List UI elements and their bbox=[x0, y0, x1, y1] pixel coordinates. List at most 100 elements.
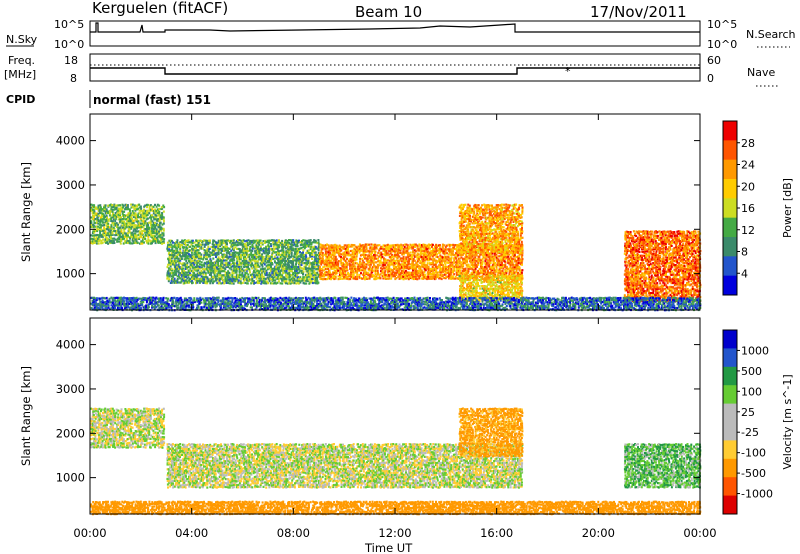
heatmap-cell bbox=[277, 260, 280, 263]
heatmap-cell bbox=[107, 223, 110, 226]
heatmap-cell bbox=[479, 269, 482, 273]
heatmap-cell bbox=[175, 266, 178, 269]
heatmap-cell bbox=[283, 253, 286, 256]
heatmap-cell bbox=[245, 268, 248, 271]
heatmap-cell bbox=[300, 267, 303, 270]
heatmap-cell bbox=[209, 251, 212, 254]
heatmap-cell bbox=[184, 240, 187, 243]
heatmap-cell bbox=[128, 221, 131, 225]
heatmap-cell bbox=[176, 251, 179, 254]
heatmap-cell bbox=[310, 262, 313, 265]
heatmap-cell bbox=[324, 246, 327, 249]
heatmap-cell bbox=[237, 279, 240, 282]
heatmap-cell bbox=[127, 208, 130, 211]
heatmap-cell bbox=[372, 269, 375, 272]
heatmap-cell bbox=[242, 252, 245, 255]
heatmap-cell bbox=[184, 267, 187, 270]
heatmap-cell bbox=[191, 281, 194, 284]
heatmap-cell bbox=[293, 277, 296, 280]
heatmap-cell bbox=[134, 232, 137, 235]
heatmap-cell bbox=[265, 249, 268, 253]
heatmap-cell bbox=[136, 237, 139, 240]
heatmap-cell bbox=[279, 249, 282, 252]
heatmap-cell bbox=[300, 247, 303, 250]
heatmap-cell bbox=[300, 279, 303, 282]
heatmap-cell bbox=[166, 241, 169, 244]
heatmap-cell bbox=[137, 216, 139, 219]
heatmap-cell bbox=[511, 261, 514, 264]
heatmap-cell bbox=[320, 271, 323, 274]
heatmap-cell bbox=[337, 262, 340, 265]
heatmap-cell bbox=[242, 263, 245, 266]
heatmap-cell bbox=[385, 265, 388, 269]
heatmap-cell bbox=[314, 261, 317, 265]
heatmap-cell bbox=[203, 279, 205, 283]
heatmap-cell bbox=[297, 255, 300, 258]
heatmap-cell bbox=[428, 262, 431, 265]
heatmap-cell bbox=[197, 241, 200, 245]
heatmap-cell bbox=[197, 277, 200, 280]
heatmap-cell bbox=[241, 249, 244, 252]
heatmap-cell bbox=[106, 227, 108, 231]
heatmap-cell bbox=[227, 270, 230, 273]
heatmap-cell bbox=[99, 232, 102, 235]
heatmap-cell bbox=[162, 227, 165, 230]
heatmap-cell bbox=[302, 253, 305, 256]
heatmap-cell bbox=[238, 281, 241, 285]
heatmap-cell bbox=[327, 254, 330, 257]
heatmap-cell bbox=[301, 240, 303, 243]
heatmap-cell bbox=[208, 247, 211, 250]
heatmap-cell bbox=[100, 212, 103, 215]
heatmap-cell bbox=[317, 273, 320, 276]
heatmap-cell bbox=[171, 271, 173, 275]
heatmap-cell bbox=[401, 246, 403, 249]
heatmap-cell bbox=[305, 282, 308, 285]
heatmap-cell bbox=[323, 253, 326, 256]
heatmap-cell bbox=[470, 232, 473, 235]
heatmap-cell bbox=[117, 209, 119, 212]
heatmap-cell bbox=[143, 228, 146, 231]
heatmap-cell bbox=[234, 276, 237, 279]
heatmap-cell bbox=[106, 218, 108, 221]
heatmap-cell bbox=[99, 221, 102, 224]
heatmap-cell bbox=[244, 269, 247, 272]
heatmap-cell bbox=[245, 251, 248, 254]
heatmap-cell bbox=[467, 270, 470, 273]
heatmap-cell bbox=[154, 203, 156, 206]
heatmap-cell bbox=[268, 259, 271, 262]
heatmap-cell bbox=[99, 211, 101, 214]
heatmap-cell bbox=[307, 249, 310, 252]
heatmap-cell bbox=[225, 259, 228, 262]
heatmap-cell bbox=[268, 251, 271, 254]
heatmap-cell bbox=[181, 251, 184, 254]
heatmap-cell bbox=[111, 230, 114, 233]
heatmap-cell bbox=[289, 243, 292, 246]
heatmap-cell bbox=[221, 278, 224, 281]
heatmap-cell bbox=[325, 268, 328, 271]
heatmap-cell bbox=[154, 226, 157, 229]
heatmap-cell bbox=[296, 253, 299, 256]
heatmap-cell bbox=[175, 243, 178, 247]
heatmap-cell bbox=[191, 279, 193, 283]
heatmap-cell bbox=[289, 267, 292, 270]
heatmap-cell bbox=[161, 217, 163, 220]
heatmap-cell bbox=[521, 251, 524, 255]
heatmap-cell bbox=[244, 257, 247, 260]
heatmap-cell bbox=[120, 206, 123, 209]
heatmap-cell bbox=[209, 255, 212, 258]
heatmap-cell bbox=[121, 226, 124, 229]
heatmap-cell bbox=[206, 276, 209, 279]
heatmap-cell bbox=[206, 248, 209, 251]
heatmap-cell bbox=[100, 242, 103, 245]
heatmap-cell bbox=[113, 237, 116, 240]
heatmap-cell bbox=[214, 277, 217, 280]
heatmap-cell bbox=[344, 244, 347, 247]
heatmap-cell bbox=[161, 236, 164, 239]
heatmap-cell bbox=[215, 241, 218, 244]
heatmap-cell bbox=[285, 277, 288, 281]
heatmap-cell bbox=[308, 239, 311, 242]
heatmap-cell bbox=[478, 220, 481, 223]
heatmap-cell bbox=[196, 245, 199, 248]
heatmap-cell bbox=[97, 208, 100, 211]
heatmap-cell bbox=[327, 257, 330, 260]
